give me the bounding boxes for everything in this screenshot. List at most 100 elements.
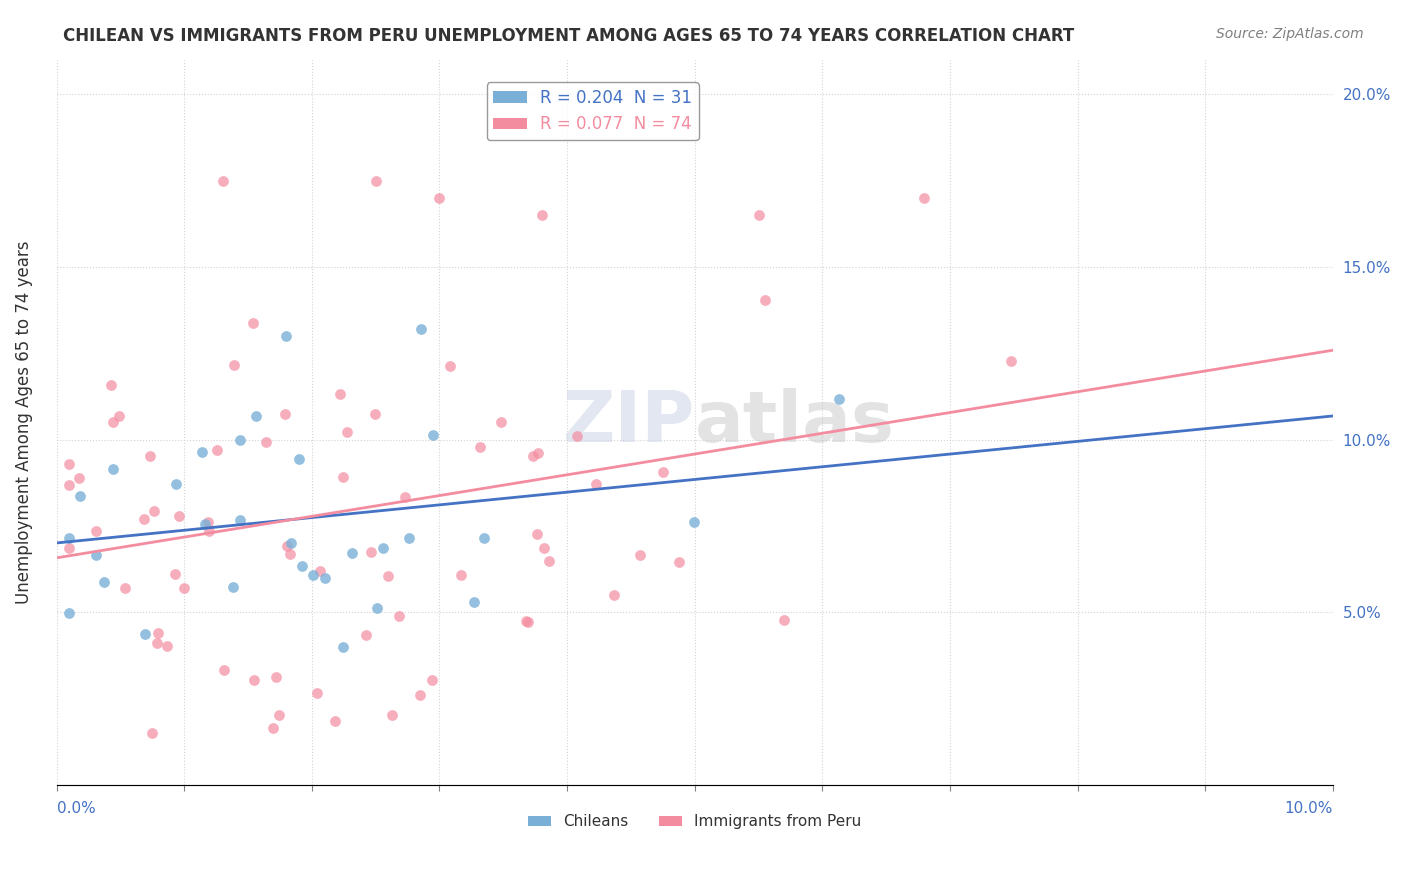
Point bbox=[411, 321, 433, 335]
Point bbox=[67, 471, 90, 485]
Point bbox=[364, 407, 387, 421]
Point bbox=[58, 541, 80, 555]
Point bbox=[69, 489, 91, 503]
Point bbox=[754, 293, 776, 307]
Point bbox=[323, 714, 346, 728]
Text: atlas: atlas bbox=[695, 388, 894, 457]
Point bbox=[420, 673, 443, 688]
Point bbox=[173, 581, 195, 595]
Point bbox=[165, 566, 187, 581]
Point bbox=[243, 673, 266, 688]
Point bbox=[211, 173, 233, 187]
Point bbox=[58, 458, 80, 472]
Point bbox=[1000, 353, 1022, 368]
Point bbox=[332, 470, 354, 484]
Point bbox=[291, 558, 314, 573]
Point bbox=[381, 708, 404, 723]
Point bbox=[565, 429, 588, 443]
Point bbox=[314, 571, 336, 585]
Point bbox=[273, 407, 295, 421]
Point bbox=[132, 512, 155, 526]
Point bbox=[302, 568, 325, 582]
Point bbox=[515, 614, 537, 628]
Point bbox=[914, 191, 936, 205]
Point bbox=[139, 449, 162, 463]
Point bbox=[533, 541, 555, 555]
Legend: Chileans, Immigrants from Peru: Chileans, Immigrants from Peru bbox=[522, 808, 868, 836]
Text: 10.0%: 10.0% bbox=[1285, 801, 1333, 816]
Text: CHILEAN VS IMMIGRANTS FROM PERU UNEMPLOYMENT AMONG AGES 65 TO 74 YEARS CORRELATI: CHILEAN VS IMMIGRANTS FROM PERU UNEMPLOY… bbox=[63, 27, 1074, 45]
Point bbox=[262, 721, 284, 735]
Point bbox=[229, 434, 252, 448]
Point bbox=[773, 613, 796, 627]
Point bbox=[93, 575, 115, 590]
Point bbox=[205, 443, 228, 458]
Point bbox=[58, 478, 80, 492]
Point bbox=[360, 544, 382, 558]
Point bbox=[108, 409, 131, 423]
Point bbox=[522, 450, 544, 464]
Point bbox=[364, 173, 387, 187]
Point bbox=[373, 541, 395, 555]
Point bbox=[527, 446, 550, 460]
Point bbox=[114, 581, 136, 595]
Point bbox=[603, 588, 626, 602]
Point bbox=[266, 670, 288, 684]
Point bbox=[242, 316, 264, 330]
Point bbox=[308, 564, 330, 578]
Point bbox=[585, 477, 607, 491]
Point bbox=[101, 462, 124, 476]
Point bbox=[198, 524, 221, 538]
Point bbox=[267, 708, 290, 723]
Point bbox=[165, 476, 187, 491]
Point bbox=[101, 415, 124, 429]
Point bbox=[628, 548, 651, 562]
Point bbox=[134, 626, 156, 640]
Point bbox=[194, 517, 217, 532]
Point bbox=[58, 606, 80, 620]
Point bbox=[141, 726, 163, 740]
Y-axis label: Unemployment Among Ages 65 to 74 years: Unemployment Among Ages 65 to 74 years bbox=[15, 241, 32, 604]
Point bbox=[828, 392, 851, 406]
Point bbox=[245, 409, 267, 424]
Point bbox=[145, 636, 167, 650]
Point bbox=[530, 208, 553, 222]
Point bbox=[329, 386, 352, 401]
Point bbox=[354, 628, 377, 642]
Point bbox=[489, 415, 512, 429]
Point bbox=[398, 531, 420, 545]
Point bbox=[305, 686, 328, 700]
Text: 0.0%: 0.0% bbox=[56, 801, 96, 816]
Point bbox=[516, 615, 538, 629]
Point bbox=[429, 191, 451, 205]
Point bbox=[212, 663, 235, 677]
Point bbox=[472, 531, 495, 545]
Point bbox=[143, 504, 166, 518]
Point bbox=[422, 428, 444, 442]
Point bbox=[197, 515, 219, 529]
Point bbox=[58, 531, 80, 545]
Point bbox=[276, 329, 298, 343]
Point bbox=[668, 555, 690, 569]
Point bbox=[254, 434, 277, 449]
Point bbox=[229, 513, 252, 527]
Point bbox=[222, 358, 245, 372]
Point bbox=[167, 508, 190, 523]
Point bbox=[191, 445, 214, 459]
Point bbox=[287, 451, 309, 466]
Point bbox=[146, 626, 169, 640]
Point bbox=[450, 568, 472, 582]
Point bbox=[84, 548, 107, 562]
Point bbox=[332, 640, 354, 655]
Point bbox=[280, 536, 302, 550]
Point bbox=[439, 359, 461, 374]
Point bbox=[222, 580, 245, 594]
Point bbox=[340, 546, 363, 560]
Point bbox=[388, 608, 411, 623]
Point bbox=[463, 594, 485, 608]
Point bbox=[748, 208, 770, 222]
Point bbox=[377, 569, 399, 583]
Point bbox=[336, 425, 359, 439]
Point bbox=[537, 554, 560, 568]
Point bbox=[84, 524, 107, 539]
